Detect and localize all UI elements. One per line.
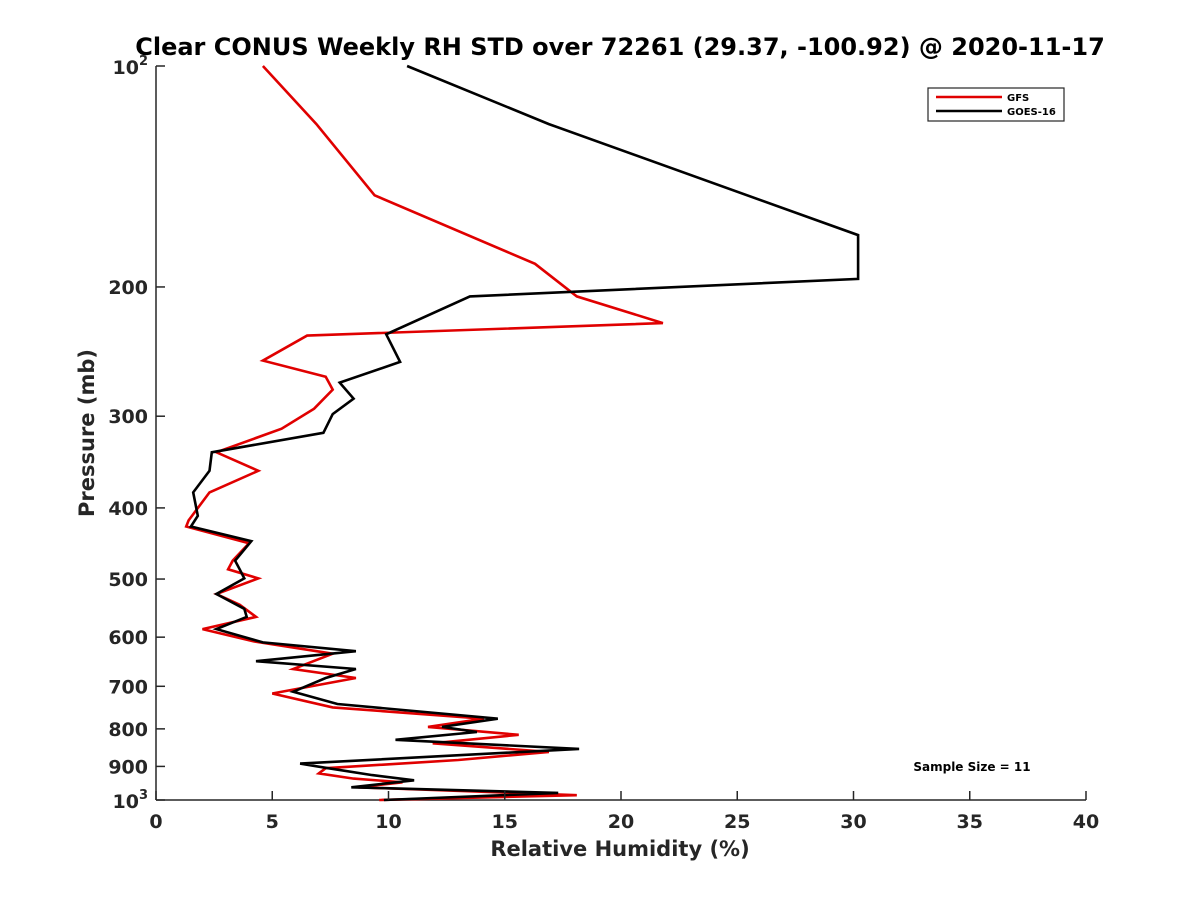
legend-label-gfs: GFS bbox=[1007, 93, 1029, 104]
x-tick-label: 20 bbox=[608, 811, 634, 833]
x-tick-label: 0 bbox=[149, 811, 162, 833]
y-ticks: 102 200 300 400 500 600 700 800 900 103 bbox=[108, 54, 165, 813]
x-tick-label: 25 bbox=[724, 811, 750, 833]
legend: GFS GOES-16 bbox=[927, 87, 1065, 122]
plot-area: 0 5 10 15 20 25 30 35 40 102 200 300 400 500 600 700 80… bbox=[108, 54, 1099, 833]
y-tick-label: 300 bbox=[108, 406, 148, 428]
legend-label-goes16: GOES-16 bbox=[1007, 107, 1056, 118]
x-tick-label: 30 bbox=[840, 811, 866, 833]
x-tick-label: 35 bbox=[957, 811, 983, 833]
x-tick-label: 15 bbox=[492, 811, 518, 833]
legend-box bbox=[927, 87, 1065, 122]
series-line-goes16 bbox=[188, 64, 860, 802]
y-tick-label: 103 bbox=[113, 788, 149, 813]
x-axis-label: Relative Humidity (%) bbox=[490, 837, 749, 861]
y-axis-label: Pressure (mb) bbox=[75, 349, 99, 517]
x-tick-label: 40 bbox=[1073, 811, 1099, 833]
sample-size-annotation: Sample Size = 11 bbox=[913, 760, 1030, 774]
x-ticks: 0 5 10 15 20 25 30 35 40 bbox=[149, 791, 1099, 833]
chart-title: Clear CONUS Weekly RH STD over 72261 (29… bbox=[135, 33, 1105, 61]
series-layer bbox=[184, 64, 860, 802]
y-tick-label: 200 bbox=[108, 277, 148, 299]
y-tick-label: 400 bbox=[108, 498, 148, 520]
y-tick-label: 700 bbox=[108, 676, 148, 698]
series-line-gfs bbox=[184, 65, 664, 802]
y-tick-label: 500 bbox=[108, 569, 148, 591]
y-tick-label: 102 bbox=[113, 54, 149, 79]
y-tick-label: 600 bbox=[108, 627, 148, 649]
y-tick-label: 800 bbox=[108, 719, 148, 741]
y-tick-label: 900 bbox=[108, 756, 148, 778]
x-tick-label: 10 bbox=[375, 811, 401, 833]
x-tick-label: 5 bbox=[266, 811, 279, 833]
